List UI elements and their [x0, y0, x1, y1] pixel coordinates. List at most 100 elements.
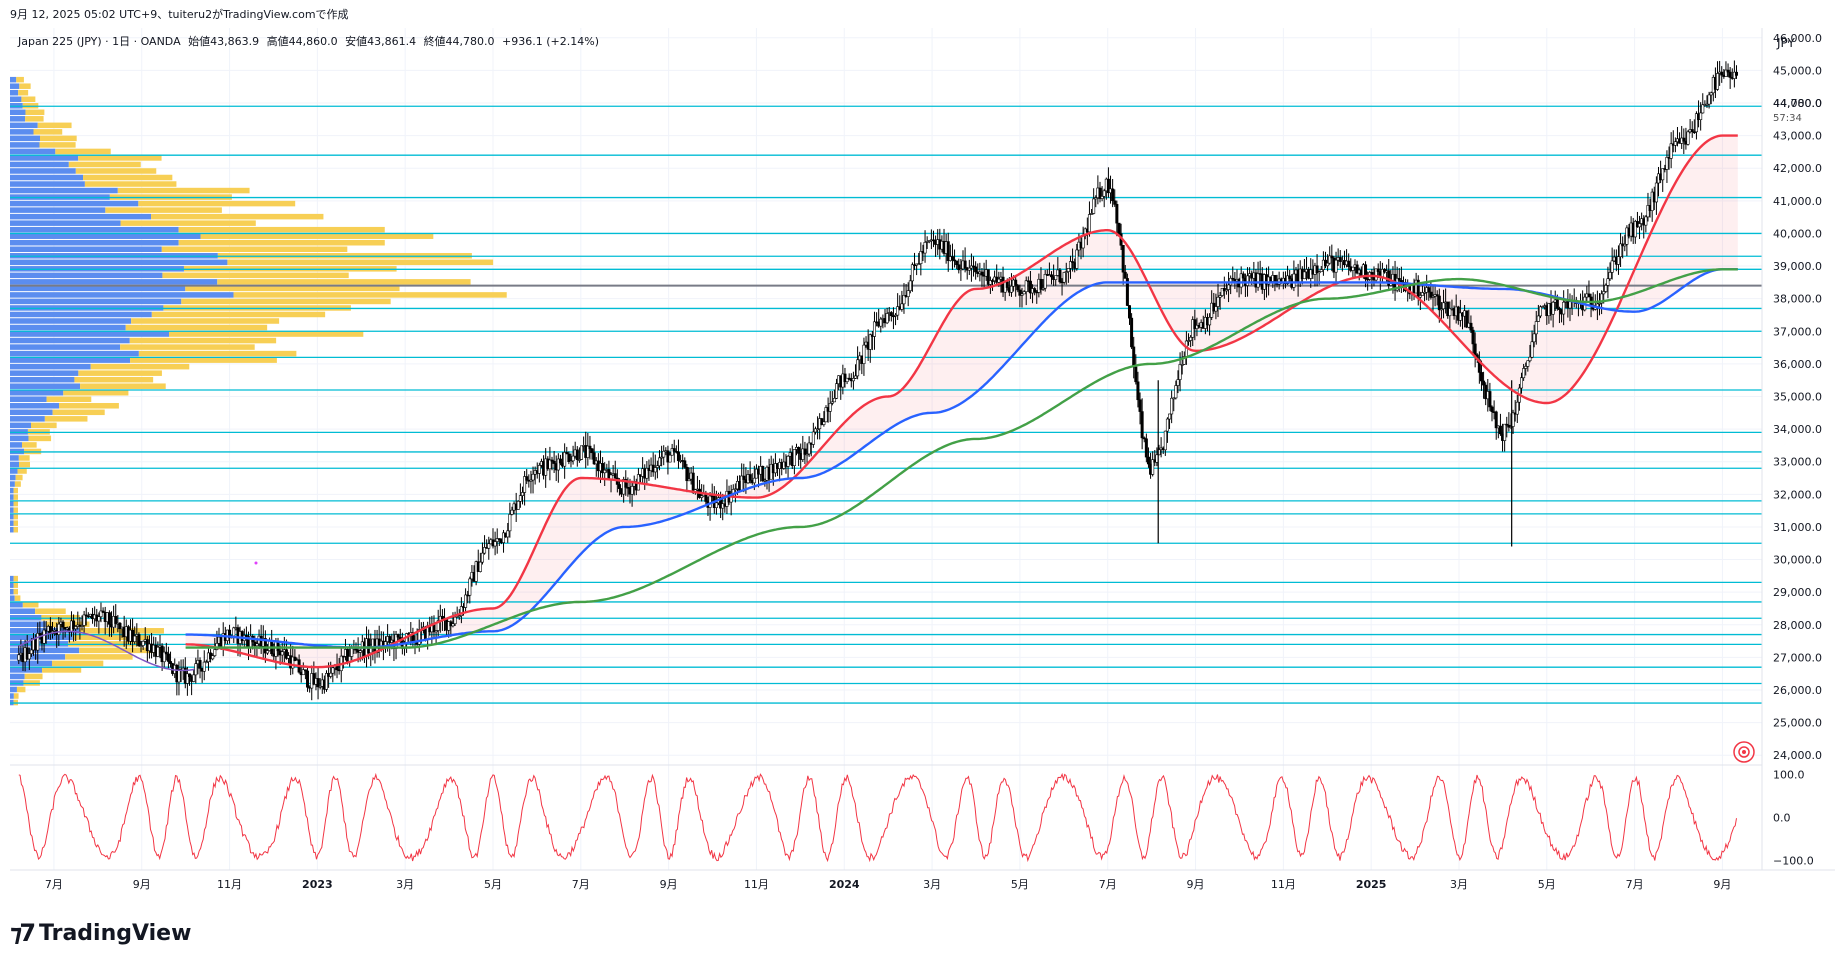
candle-body[interactable] — [1115, 204, 1119, 224]
candle-body[interactable] — [487, 543, 491, 549]
candle-body[interactable] — [1724, 69, 1728, 77]
candle-body[interactable] — [137, 634, 141, 646]
candle-body[interactable] — [552, 460, 556, 464]
candle-body[interactable] — [1538, 306, 1542, 317]
candle-body[interactable] — [1068, 261, 1072, 269]
candle-body[interactable] — [1024, 280, 1028, 292]
candle-body[interactable] — [306, 670, 310, 688]
candle-body[interactable] — [1050, 274, 1054, 278]
candle-body[interactable] — [510, 509, 514, 515]
candle-body[interactable] — [1515, 401, 1519, 415]
candle-body[interactable] — [657, 457, 661, 467]
candle-body[interactable] — [868, 334, 872, 350]
candle-body[interactable] — [908, 280, 912, 291]
candle-body[interactable] — [1334, 259, 1338, 273]
candle-body[interactable] — [1534, 321, 1538, 335]
candle-body[interactable] — [1142, 437, 1146, 440]
candle-body[interactable] — [1132, 346, 1136, 368]
candle-body[interactable] — [82, 614, 86, 626]
candle-body[interactable] — [139, 645, 143, 647]
candle-body[interactable] — [957, 264, 961, 271]
candle-body[interactable] — [565, 452, 569, 455]
candle-body[interactable] — [211, 655, 215, 660]
candle-body[interactable] — [25, 647, 29, 660]
time-axis[interactable]: 7月 9月 11月 2023 3月 5月 7月 9月 11月 2024 3月 5月 7月 9月 11月 202… — [45, 878, 1732, 891]
candle-body[interactable] — [516, 500, 520, 510]
candle-body[interactable] — [1728, 71, 1732, 78]
candle-body[interactable] — [1376, 268, 1380, 272]
candle-body[interactable] — [293, 656, 297, 661]
candle-body[interactable] — [185, 673, 189, 684]
candle-body[interactable] — [761, 466, 765, 482]
candle-body[interactable] — [997, 278, 1001, 283]
candle-body[interactable] — [1536, 315, 1540, 322]
candle-body[interactable] — [350, 647, 354, 657]
candle-body[interactable] — [480, 552, 484, 563]
candle-body[interactable] — [1557, 308, 1561, 310]
candle-body[interactable] — [879, 318, 883, 327]
candle-body[interactable] — [495, 538, 499, 542]
candle-body[interactable] — [1319, 269, 1323, 273]
candle-body[interactable] — [1619, 243, 1623, 257]
candle-body[interactable] — [603, 469, 607, 474]
candle-body[interactable] — [1041, 287, 1045, 290]
candle-body[interactable] — [1138, 399, 1142, 412]
candle-body[interactable] — [1701, 104, 1705, 114]
candle-body[interactable] — [521, 492, 525, 496]
candle-body[interactable] — [1022, 291, 1026, 295]
candle-body[interactable] — [1507, 424, 1511, 428]
candle-body[interactable] — [670, 448, 674, 456]
candle-body[interactable] — [508, 514, 512, 532]
candle-body[interactable] — [301, 669, 305, 676]
candle-body[interactable] — [1075, 249, 1079, 269]
candle-body[interactable] — [291, 656, 295, 669]
candle-body[interactable] — [316, 678, 320, 688]
candle-body[interactable] — [1273, 275, 1277, 282]
candle-body[interactable] — [228, 629, 232, 639]
candle-body[interactable] — [889, 312, 893, 317]
currency-label[interactable]: JPY — [1777, 36, 1795, 50]
candle-body[interactable] — [953, 259, 957, 262]
candle-body[interactable] — [660, 456, 664, 459]
candle-body[interactable] — [1351, 266, 1355, 271]
candle-body[interactable] — [763, 479, 767, 482]
candle-body[interactable] — [1102, 190, 1106, 197]
candle-body[interactable] — [459, 606, 463, 616]
oscillator-axis[interactable]: 100.0 0.0 −100.0 — [1773, 768, 1814, 867]
candle-body[interactable] — [367, 638, 371, 654]
candle-body[interactable] — [1227, 284, 1231, 290]
candle-body[interactable] — [786, 455, 790, 467]
candle-body[interactable] — [396, 634, 400, 638]
candle-body[interactable] — [923, 242, 927, 254]
candle-body[interactable] — [828, 403, 832, 412]
candle-body[interactable] — [114, 616, 118, 624]
candle-body[interactable] — [617, 484, 621, 489]
candle-body[interactable] — [1123, 271, 1127, 279]
candle-body[interactable] — [592, 452, 596, 465]
candle-body[interactable] — [1182, 356, 1186, 365]
candle-body[interactable] — [835, 383, 839, 399]
candle-body[interactable] — [1113, 200, 1117, 205]
candle-body[interactable] — [590, 448, 594, 454]
candle-body[interactable] — [1482, 380, 1486, 386]
candle-body[interactable] — [1163, 430, 1167, 451]
candle-body[interactable] — [156, 646, 160, 657]
candle-body[interactable] — [1106, 178, 1110, 194]
target-icon[interactable] — [1733, 741, 1755, 763]
candle-body[interactable] — [807, 442, 811, 455]
candle-body[interactable] — [1125, 278, 1129, 306]
candle-body[interactable] — [1494, 411, 1498, 429]
candle-body[interactable] — [204, 661, 208, 664]
candle-body[interactable] — [1471, 329, 1475, 345]
candle-body[interactable] — [1707, 94, 1711, 105]
candle-body[interactable] — [1427, 287, 1431, 293]
candle-body[interactable] — [1136, 381, 1140, 401]
candle-body[interactable] — [27, 653, 31, 660]
candle-body[interactable] — [280, 651, 284, 656]
candle-body[interactable] — [38, 632, 42, 636]
candle-body[interactable] — [792, 449, 796, 466]
candle-body[interactable] — [672, 448, 676, 452]
candle-body[interactable] — [303, 669, 307, 672]
candle-body[interactable] — [1117, 222, 1121, 234]
